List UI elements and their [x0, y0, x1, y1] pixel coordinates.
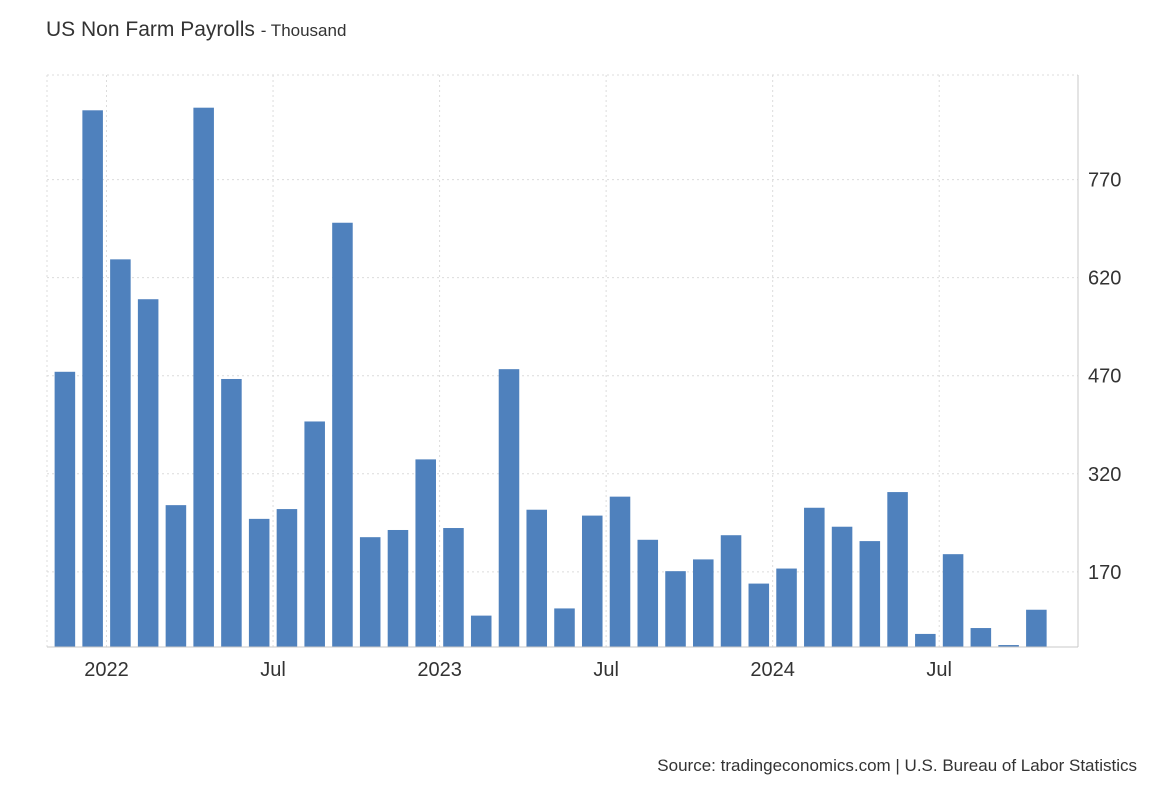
source-note: Source: tradingeconomics.com | U.S. Bure…: [657, 756, 1137, 775]
bar-2022-08: [304, 421, 325, 647]
bar-2022-01: [110, 259, 131, 647]
bar-2022-11: [387, 529, 409, 647]
bar-2022-03: [165, 505, 187, 647]
bar-2024-04: [859, 541, 881, 647]
bar-2024-09: [998, 645, 1019, 647]
bar-2024-08: [970, 628, 992, 647]
bars: [54, 107, 1047, 648]
chart-title-text: US Non Farm Payrolls: [46, 18, 255, 41]
x-tick-label: 2022: [84, 659, 129, 681]
bar-2023-12: [748, 583, 770, 647]
bar-2023-04: [526, 509, 548, 647]
bar-2023-08: [637, 539, 659, 647]
x-tick-label: 2024: [750, 659, 795, 681]
bar-2023-02: [470, 615, 492, 647]
bar-2022-04: [193, 107, 214, 647]
y-tick-label: 320: [1088, 464, 1121, 486]
bar-2024-03: [831, 526, 853, 647]
bar-2023-07: [609, 496, 631, 647]
y-tick-label: 170: [1088, 562, 1121, 584]
bar-2023-09: [665, 571, 686, 647]
bar-2024-10: [1026, 609, 1047, 647]
bar-2022-09: [332, 222, 353, 648]
x-tick-label: Jul: [593, 659, 619, 681]
y-tick-label: 620: [1088, 268, 1121, 290]
bar-2024-02: [804, 507, 825, 647]
bar-2021-11: [54, 371, 76, 647]
y-tick-label: 770: [1088, 170, 1121, 192]
bar-2022-02: [137, 299, 159, 647]
bar-2022-10: [359, 537, 381, 647]
bar-chart: 170 320 470 620 770 2022 Jul 2023 Jul 2024 Jul: [46, 74, 1121, 681]
bar-2024-06: [915, 633, 936, 647]
x-tick-labels: 2022 Jul 2023 Jul 2024 Jul: [84, 659, 952, 681]
y-tick-label: 470: [1088, 366, 1121, 388]
bar-2023-11: [720, 535, 742, 647]
bar-2022-12: [415, 459, 436, 647]
chart-subtitle: - Thousand: [260, 21, 347, 40]
bar-2023-06: [581, 515, 603, 647]
x-tick-label: 2023: [417, 659, 462, 681]
bar-2022-07: [276, 509, 298, 647]
bar-2024-07: [942, 554, 964, 647]
x-tick-label: Jul: [260, 659, 286, 681]
bar-2024-05: [887, 492, 908, 647]
chart-title: US Non Farm Payrolls - Thousand: [46, 18, 346, 42]
x-tick-label: Jul: [926, 659, 952, 681]
bar-2023-01: [443, 528, 464, 647]
bar-2024-01: [776, 568, 797, 647]
bar-2022-06: [248, 518, 270, 647]
bar-2023-05: [554, 608, 575, 647]
bar-2021-12: [82, 110, 103, 648]
y-tick-labels: 170 320 470 620 770: [1088, 170, 1121, 584]
grid-lines: [46, 74, 1078, 647]
bar-2023-10: [693, 559, 714, 647]
bar-2023-03: [498, 369, 520, 647]
bar-2022-05: [221, 378, 242, 647]
